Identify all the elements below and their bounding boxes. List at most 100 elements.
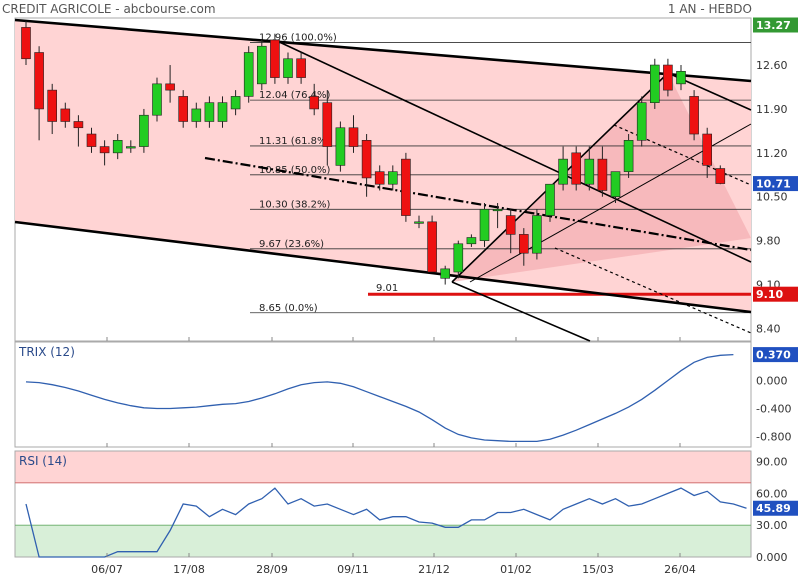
candle-49 bbox=[663, 58, 673, 97]
candle-body bbox=[676, 71, 686, 85]
candlesticks bbox=[21, 21, 726, 285]
x-axis: 06/07 17/08 28/09 09/11 21/12 01/02 15/03 26/04 bbox=[91, 337, 696, 576]
x-tick-label-0: 06/07 bbox=[91, 563, 123, 576]
median-dashdot-line bbox=[204, 156, 752, 252]
candle-body bbox=[374, 171, 385, 185]
candle-30 bbox=[414, 215, 424, 229]
candle-body bbox=[440, 268, 451, 279]
candle-25 bbox=[348, 115, 359, 153]
candle-body bbox=[230, 96, 241, 110]
fib-label-0: 12.96 (100.0%) bbox=[259, 32, 337, 43]
candle-42 bbox=[571, 146, 582, 191]
candle-body bbox=[256, 45, 267, 85]
candle-2 bbox=[47, 83, 58, 135]
candle-body bbox=[649, 64, 660, 103]
candle-9 bbox=[139, 108, 149, 153]
price-badge-1-text: 10.71 bbox=[756, 178, 791, 191]
candle-body bbox=[505, 215, 516, 235]
price-badge-0-text: 13.27 bbox=[756, 19, 791, 32]
candle-body bbox=[401, 158, 411, 216]
x-tick-label-5: 01/02 bbox=[500, 563, 532, 576]
candle-37 bbox=[505, 209, 516, 254]
trix-badge: 0.370 bbox=[753, 347, 798, 363]
y-tick-label-3: 10.50 bbox=[756, 191, 788, 204]
candle-body bbox=[715, 168, 726, 184]
candle-3 bbox=[60, 102, 71, 128]
candle-34 bbox=[466, 234, 477, 247]
candle-7 bbox=[112, 134, 123, 160]
candle-50 bbox=[676, 65, 686, 91]
candle-body bbox=[139, 114, 149, 147]
y-tick-label-6: 8.40 bbox=[756, 322, 781, 335]
candle-body bbox=[584, 158, 595, 185]
candle-29 bbox=[401, 152, 411, 222]
candle-19 bbox=[270, 33, 280, 84]
candle-28 bbox=[387, 165, 398, 191]
candle-11 bbox=[165, 65, 175, 103]
candle-12 bbox=[178, 90, 188, 128]
rsi-panel: RSI (14) 90.00 60.00 30.00 0.000 45.89 bbox=[14, 450, 798, 564]
candle-body bbox=[571, 152, 582, 185]
candle-26 bbox=[361, 134, 372, 197]
candle-body bbox=[309, 96, 320, 110]
candle-10 bbox=[152, 77, 162, 122]
descending-trend-line bbox=[274, 39, 752, 263]
price-badge-1-bg bbox=[753, 176, 798, 192]
y-tick-label-4: 9.80 bbox=[756, 235, 781, 248]
rsi-badge-text: 45.89 bbox=[756, 502, 791, 515]
y-tick-label-2: 30.00 bbox=[756, 519, 788, 532]
fib-label-2: 11.31 (61.8%) bbox=[259, 136, 330, 147]
trix-badge-text: 0.370 bbox=[756, 349, 791, 362]
candle-body bbox=[34, 52, 44, 110]
candle-35 bbox=[479, 203, 490, 247]
x-tick-label-2: 28/09 bbox=[256, 563, 288, 576]
rsi-series-line bbox=[25, 487, 747, 558]
candle-13 bbox=[191, 102, 202, 128]
price-badges: 13.27 10.71 9.10 bbox=[753, 17, 798, 302]
candle-43 bbox=[584, 146, 595, 191]
candle-40 bbox=[545, 183, 555, 222]
candle-body bbox=[492, 208, 503, 212]
candle-46 bbox=[623, 134, 634, 178]
rsi-y-axis: 90.00 60.00 30.00 0.000 bbox=[756, 456, 788, 564]
candle-4 bbox=[73, 115, 84, 147]
candle-body bbox=[479, 208, 490, 241]
y-tick-label-0: 0.000 bbox=[756, 375, 788, 388]
candle-1 bbox=[34, 46, 44, 141]
price-panel: 12.96 (100.0%) 12.04 (76.4%) 11.31 (61.8%)… bbox=[14, 17, 798, 342]
candle-24 bbox=[335, 121, 346, 172]
candle-52 bbox=[702, 127, 713, 178]
candle-39 bbox=[532, 209, 542, 260]
candle-48 bbox=[649, 58, 660, 109]
rsi-overbought-zone bbox=[15, 451, 751, 484]
candle-27 bbox=[374, 165, 385, 191]
candle-body bbox=[60, 108, 71, 122]
period-label: 1 AN - HEBDO bbox=[668, 2, 752, 16]
x-tick-label-1: 17/08 bbox=[173, 563, 205, 576]
candle-body bbox=[702, 133, 713, 166]
candle-41 bbox=[558, 146, 568, 191]
y-tick-label-2: -0.800 bbox=[756, 431, 791, 444]
y-tick-label-2: 11.20 bbox=[756, 147, 788, 160]
triangle-lower-edge bbox=[451, 281, 591, 342]
candle-body bbox=[466, 237, 477, 245]
fork-upper-dotted-line bbox=[613, 124, 752, 186]
candle-body bbox=[322, 102, 333, 147]
candle-body bbox=[47, 89, 58, 122]
trix-panel: TRIX (12) 0.000 -0.400 -0.800 0.370 bbox=[14, 341, 798, 448]
candle-5 bbox=[86, 127, 97, 153]
channel-top-line bbox=[14, 18, 752, 83]
candle-36 bbox=[492, 203, 503, 229]
candle-body bbox=[414, 221, 424, 224]
candle-47 bbox=[636, 96, 647, 147]
y-tick-label-1: -0.400 bbox=[756, 403, 791, 416]
candle-body bbox=[178, 96, 188, 122]
candle-23 bbox=[322, 90, 333, 166]
candle-21 bbox=[296, 52, 306, 84]
candle-8 bbox=[126, 140, 136, 153]
candle-14 bbox=[204, 96, 215, 128]
candle-body bbox=[21, 27, 31, 60]
candle-body bbox=[532, 215, 542, 254]
y-tick-label-0: 12.60 bbox=[756, 59, 788, 72]
trix-series-line bbox=[25, 353, 734, 443]
